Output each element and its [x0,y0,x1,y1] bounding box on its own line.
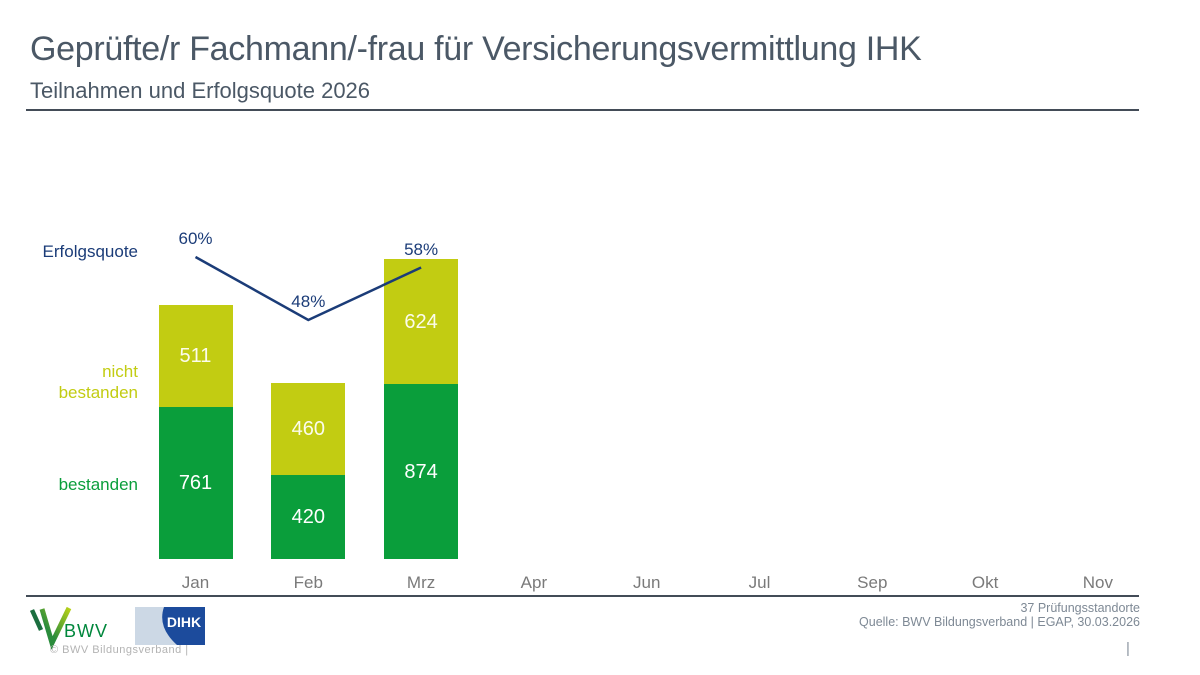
dihk-logo-text: DIHK [167,614,201,630]
standorte-note: 37 Prüfungsstandorte [1020,601,1140,615]
legend-erfolgsquote: Erfolgsquote [42,242,138,261]
bar-segment-nicht-bestanden [271,383,346,475]
success-rate-value: 48% [291,292,326,311]
page-subtitle: Teilnahmen und Erfolgsquote 2026 [30,78,371,103]
bar-segment-nicht-bestanden [158,304,233,407]
month-label: Jan [181,573,210,592]
month-label: Jul [748,573,771,592]
bwv-logo-text: BWV [64,621,109,641]
success-rate-value: 58% [404,239,439,259]
month-label: Mrz [406,573,436,592]
month-label: Okt [971,573,999,592]
bar-value-nicht-bestanden: 460 [291,418,325,440]
copyright-note: © BWV Bildungsverband | [50,644,189,656]
page-separator: | [1126,640,1130,657]
footer-divider [26,595,1139,597]
success-rate-value: 60% [178,229,213,248]
month-label: Feb [293,573,323,592]
bar-segment-bestanden [158,406,233,559]
bar-value-nicht-bestanden: 511 [179,344,212,367]
bar-segment-bestanden [384,384,459,559]
bar-value-bestanden: 874 [404,460,438,483]
bar-value-bestanden: 420 [291,506,325,528]
month-label: Apr [520,573,548,592]
month-label: Jun [632,573,661,592]
page-title: Geprüfte/r Fachmann/-frau für Versicheru… [30,30,922,68]
bar-value-bestanden: 761 [178,471,213,494]
month-label: Sep [857,573,888,592]
source-note: Quelle: BWV Bildungsverband | EGAP, 30.0… [859,615,1140,629]
bar-segment-bestanden [271,475,346,559]
header-divider [26,109,1139,111]
legend-nicht-bestanden: nicht bestanden [58,362,138,402]
legend-bestanden: bestanden [58,475,138,494]
dihk-logo-icon: DIHK [135,607,205,645]
bar-value-nicht-bestanden: 624 [404,310,438,333]
bwv-logo-icon [29,606,72,650]
month-label: Nov [1082,573,1114,592]
